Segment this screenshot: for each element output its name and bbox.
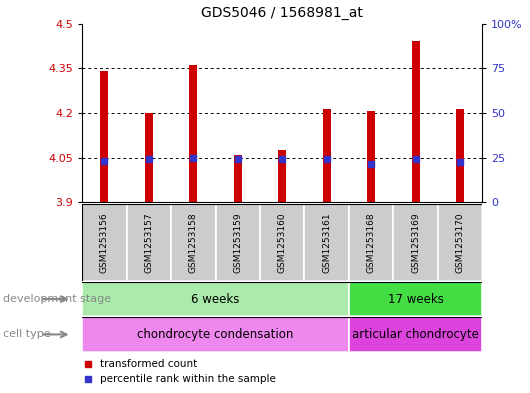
Bar [234,155,242,202]
Bar [304,204,349,281]
Text: cell type: cell type [3,329,50,340]
Text: development stage: development stage [3,294,111,304]
Text: percentile rank within the sample: percentile rank within the sample [100,374,276,384]
Text: GSM1253157: GSM1253157 [144,212,153,273]
Bar [145,113,153,202]
Bar [82,317,349,352]
Bar [82,282,349,316]
Bar [412,41,420,202]
Bar [349,282,482,316]
Text: GSM1253168: GSM1253168 [367,212,376,273]
Bar [82,204,127,281]
Bar [349,204,393,281]
Title: GDS5046 / 1568981_at: GDS5046 / 1568981_at [201,6,363,20]
Bar [323,108,331,202]
Bar [100,71,108,202]
Text: GSM1253159: GSM1253159 [233,212,242,273]
Bar [278,150,286,202]
Bar [367,112,375,202]
Bar [216,204,260,281]
Text: 17 weeks: 17 weeks [387,292,444,306]
Text: GSM1253160: GSM1253160 [278,212,287,273]
Bar [393,204,438,281]
Bar [189,65,197,202]
Bar [260,204,304,281]
Text: chondrocyte condensation: chondrocyte condensation [137,328,294,341]
Text: GSM1253169: GSM1253169 [411,212,420,273]
Text: transformed count: transformed count [100,358,197,369]
Bar [171,204,216,281]
Text: GSM1253158: GSM1253158 [189,212,198,273]
Bar [438,204,482,281]
Text: GSM1253161: GSM1253161 [322,212,331,273]
Bar [456,108,464,202]
Text: articular chondrocyte: articular chondrocyte [352,328,479,341]
Text: GSM1253156: GSM1253156 [100,212,109,273]
Bar [127,204,171,281]
Bar [349,317,482,352]
Text: 6 weeks: 6 weeks [191,292,240,306]
Text: GSM1253170: GSM1253170 [456,212,465,273]
